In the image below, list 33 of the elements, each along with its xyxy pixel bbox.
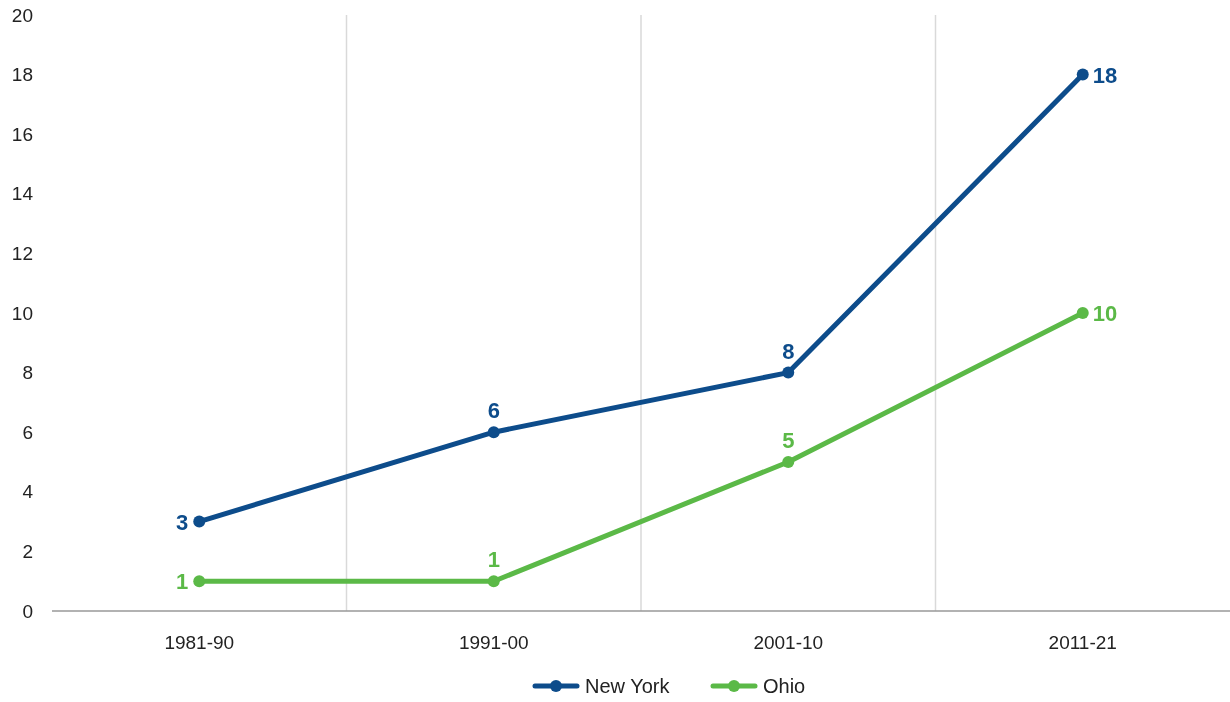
legend-label: Ohio — [763, 675, 806, 697]
point — [782, 456, 795, 468]
data-label: 6 — [487, 398, 500, 424]
point — [193, 515, 206, 528]
point — [193, 575, 206, 588]
y-tick-label: 12 — [11, 243, 33, 265]
legend-label: New York — [585, 675, 671, 697]
data-label: 1 — [487, 547, 500, 573]
y-tick-label: 8 — [22, 362, 33, 384]
x-tick-label: 2011-21 — [1048, 632, 1117, 653]
y-tick-label: 18 — [11, 64, 33, 86]
y-tick-label: 6 — [22, 421, 33, 443]
y-tick-label: 0 — [22, 600, 33, 622]
data-label: 18 — [1092, 62, 1118, 88]
y-tick-label: 2 — [22, 541, 33, 563]
data-label: 1 — [176, 569, 189, 595]
x-tick-label: 2001-10 — [753, 632, 824, 653]
data-label: 8 — [782, 338, 795, 364]
y-tick-label: 14 — [11, 183, 34, 205]
y-tick-label: 10 — [11, 302, 33, 324]
point — [782, 366, 795, 379]
data-label: 5 — [782, 428, 795, 453]
y-tick-label: 4 — [22, 481, 34, 503]
point — [487, 575, 500, 588]
point — [487, 426, 500, 439]
point — [1076, 68, 1089, 81]
x-tick-label: 1991-00 — [458, 632, 529, 653]
y-tick-label: 20 — [11, 4, 33, 26]
data-label: 10 — [1092, 301, 1118, 326]
data-label: 3 — [176, 509, 189, 535]
y-tick-label: 16 — [11, 123, 33, 145]
point — [1076, 307, 1089, 319]
x-tick-label: 1981-90 — [164, 632, 235, 653]
